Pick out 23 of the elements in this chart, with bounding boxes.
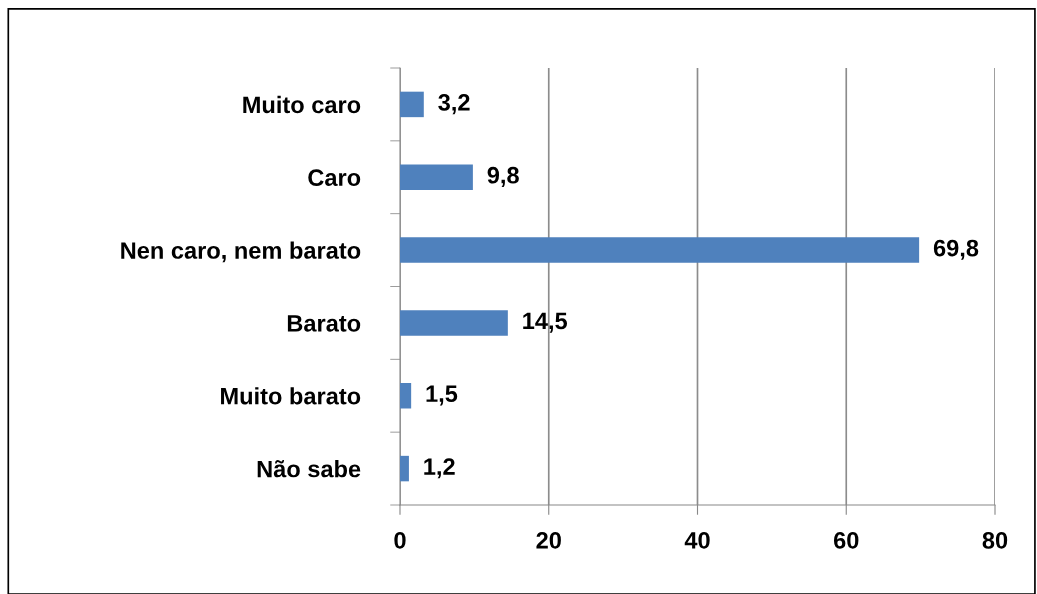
- data-label: 1,5: [426, 385, 458, 406]
- data-label: 69,8: [933, 239, 979, 260]
- y-tick-label: Barato: [287, 315, 361, 332]
- x-tick-label: 0: [394, 532, 406, 549]
- x-tick-label: 40: [684, 532, 710, 549]
- bar: [400, 455, 409, 482]
- y-tick-label: Não sabe: [257, 460, 361, 478]
- y-tick-label: Caro: [308, 169, 361, 187]
- data-label: 1,2: [424, 458, 455, 479]
- bar: [400, 237, 920, 263]
- bar: [400, 91, 424, 118]
- y-tick-label: Nen caro, nem barato: [121, 241, 361, 263]
- x-tick-label: 20: [536, 532, 561, 549]
- data-label: 9,8: [487, 166, 519, 188]
- y-tick-label: Muito barato: [221, 387, 361, 405]
- bar: [400, 383, 412, 409]
- bar: [400, 310, 508, 336]
- x-tick-label: 60: [833, 532, 859, 549]
- y-tick-label: Muito caro: [243, 95, 361, 114]
- data-label: 3,2: [438, 94, 470, 115]
- bar: [400, 164, 473, 190]
- x-tick-label: 80: [982, 532, 1008, 549]
- data-label: 14,5: [523, 312, 568, 333]
